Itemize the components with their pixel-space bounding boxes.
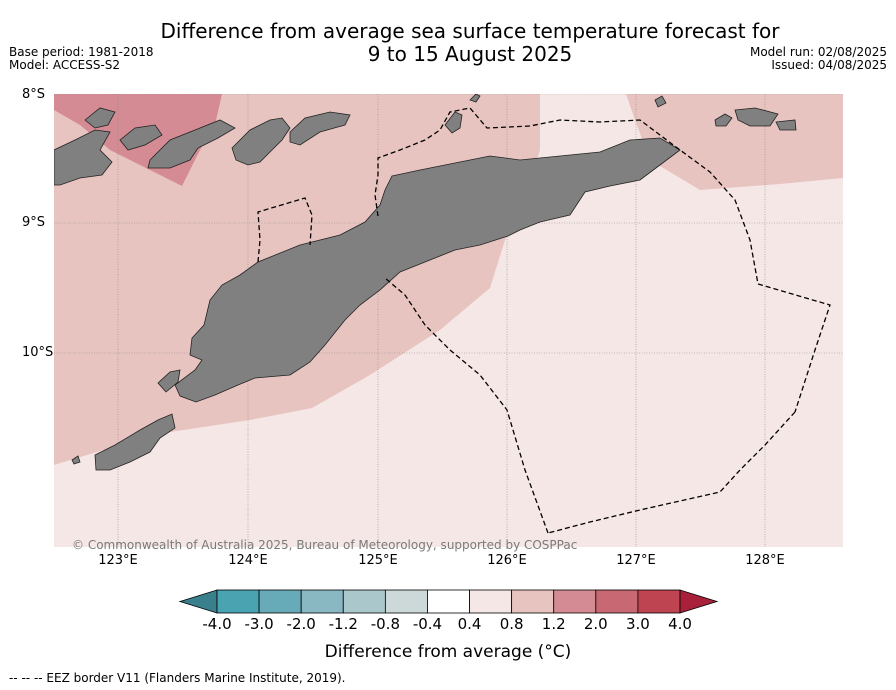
colorbar-swatch bbox=[637, 589, 681, 614]
colorbar-swatch bbox=[469, 589, 513, 614]
colorbar-swatch bbox=[511, 589, 555, 614]
colorbar-swatch bbox=[553, 589, 597, 614]
colorbar-extend-high bbox=[679, 589, 719, 614]
eez-border-south-east bbox=[547, 411, 796, 534]
meta-right: Model run: 02/08/2025 Issued: 04/08/2025 bbox=[750, 46, 887, 72]
lon-label-123e: 123°E bbox=[98, 553, 138, 568]
flores-east bbox=[54, 129, 113, 186]
issued-date: Issued: 04/08/2025 bbox=[771, 58, 887, 72]
map-area bbox=[54, 94, 843, 547]
title-line-1: Difference from average sea surface temp… bbox=[160, 19, 780, 43]
colorbar-tick-label: 3.0 bbox=[625, 615, 650, 633]
colorbar-tick-label: -0.4 bbox=[412, 615, 443, 633]
colorbar-swatch bbox=[300, 589, 344, 614]
model-run: Model run: 02/08/2025 bbox=[749, 45, 887, 59]
colorbar-tick-label: 2.0 bbox=[583, 615, 608, 633]
chart-title: Difference from average sea surface temp… bbox=[120, 20, 820, 66]
moa-island bbox=[775, 119, 797, 131]
wetar-west bbox=[469, 94, 481, 103]
colorbar-swatch bbox=[342, 589, 386, 614]
eez-border bbox=[257, 107, 831, 534]
colorbar-title: Difference from average (°C) bbox=[324, 642, 572, 662]
semau-island bbox=[157, 369, 181, 393]
eez-border-oecusse bbox=[257, 197, 313, 263]
base-period: Base period: 1981-2018 bbox=[9, 45, 154, 59]
colorbar-swatch bbox=[216, 589, 260, 614]
meta-left: Base period: 1981-2018 Model: ACCESS-S2 bbox=[9, 46, 154, 72]
eez-legend: -- -- -- EEZ border V11 (Flanders Marine… bbox=[9, 671, 346, 685]
solor-island bbox=[84, 107, 116, 129]
model-name: Model: ACCESS-S2 bbox=[9, 58, 121, 72]
timor-island bbox=[174, 137, 681, 403]
land bbox=[54, 94, 797, 471]
wetar-fragment bbox=[654, 95, 667, 108]
lon-label-128e: 128°E bbox=[745, 553, 785, 568]
lembata-island bbox=[147, 119, 236, 169]
alor-island bbox=[231, 117, 291, 166]
colorbar-extend-low bbox=[178, 589, 218, 614]
lon-label-127e: 127°E bbox=[616, 553, 656, 568]
kisar-island bbox=[714, 113, 733, 127]
lat-label-8s: 8°S bbox=[22, 87, 46, 102]
colorbar-swatch bbox=[427, 589, 470, 614]
copyright-notice: © Commonwealth of Australia 2025, Bureau… bbox=[72, 538, 578, 552]
colorbar-tick-label: -0.8 bbox=[370, 615, 400, 633]
lon-label-124e: 124°E bbox=[228, 553, 268, 568]
colorbar-tick-label: 0.4 bbox=[457, 615, 482, 633]
lat-label-9s: 9°S bbox=[22, 215, 46, 230]
title-line-2: 9 to 15 August 2025 bbox=[367, 42, 573, 66]
colorbar bbox=[178, 589, 719, 614]
pantar-island bbox=[289, 111, 351, 146]
colorbar-swatch bbox=[595, 589, 639, 614]
sst-field-medium-ne bbox=[626, 94, 843, 190]
colorbar-tick-label: 1.2 bbox=[541, 615, 566, 633]
colorbar-tick-label: -1.2 bbox=[328, 615, 358, 633]
lon-label-126e: 126°E bbox=[487, 553, 527, 568]
colorbar-tick-label: -2.0 bbox=[286, 615, 316, 633]
atauro-island bbox=[444, 111, 463, 134]
lon-label-125e: 125°E bbox=[358, 553, 398, 568]
colorbar-tick-label: -3.0 bbox=[244, 615, 274, 633]
leti-island bbox=[734, 107, 779, 127]
ndana-island bbox=[71, 455, 81, 465]
rote-island bbox=[94, 413, 176, 471]
colorbar-tick-label: -4.0 bbox=[202, 615, 232, 633]
eez-border-north bbox=[374, 107, 831, 413]
colorbar-swatch bbox=[384, 589, 428, 614]
colorbar-tick-label: 0.8 bbox=[499, 615, 524, 633]
colorbar-swatch bbox=[258, 589, 302, 614]
colorbar-tick-label: 4.0 bbox=[668, 615, 692, 633]
lat-label-10s: 10°S bbox=[22, 345, 54, 360]
adonara-island bbox=[119, 124, 163, 151]
eez-border-south bbox=[384, 277, 549, 534]
